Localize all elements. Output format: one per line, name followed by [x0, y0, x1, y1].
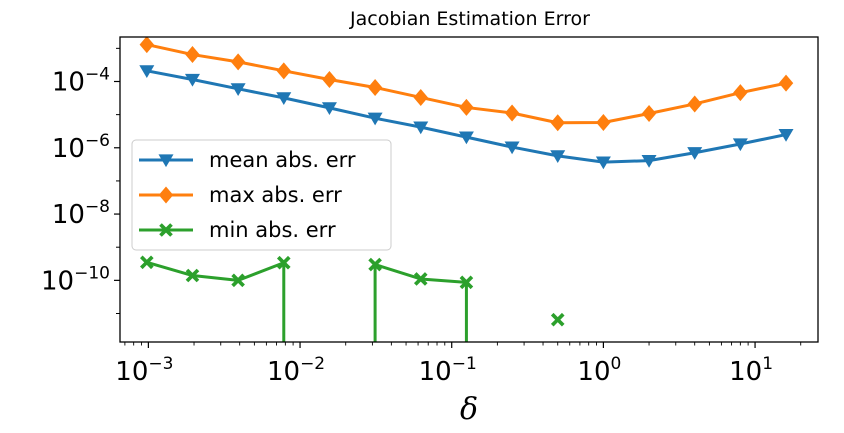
data-point — [276, 92, 292, 106]
data-point — [641, 105, 657, 123]
plot-frame — [119, 36, 819, 343]
x-tick-label: 100 — [577, 354, 621, 387]
legend-entry: mean abs. err — [139, 148, 356, 172]
data-point — [550, 312, 565, 327]
y-axis: 10−10 10−8 10−6 10−4 — [41, 47, 120, 314]
data-point — [687, 147, 703, 160]
data-point — [231, 273, 245, 288]
legend-label: mean abs. err — [209, 148, 356, 172]
y-tick-label: 10−6 — [52, 131, 110, 164]
data-point — [367, 112, 383, 126]
data-point — [733, 84, 748, 102]
data-point — [367, 78, 383, 96]
data-point — [230, 83, 246, 96]
data-point — [459, 98, 474, 116]
data-point — [732, 138, 748, 152]
data-point — [185, 268, 200, 283]
legend-box — [131, 139, 392, 251]
data-point — [140, 255, 154, 270]
data-point — [504, 104, 520, 122]
data-point — [458, 131, 474, 145]
data-point — [321, 102, 337, 115]
data-point — [368, 257, 382, 272]
data-point — [595, 156, 611, 170]
series-2 — [140, 255, 565, 342]
data-point — [550, 114, 565, 132]
data-point — [778, 128, 794, 142]
legend-entry: max abs. err — [139, 183, 342, 207]
data-point — [596, 113, 611, 131]
legend: mean abs. err max abs. err min abs. err — [131, 139, 392, 251]
series-1 — [139, 37, 794, 132]
series-layer — [139, 37, 794, 342]
x-tick-label: 10−1 — [419, 354, 477, 387]
data-point — [276, 255, 291, 270]
y-tick-label: 10−8 — [52, 197, 110, 230]
series-0 — [139, 65, 794, 170]
data-point — [139, 37, 155, 54]
legend-marker — [158, 154, 174, 168]
legend-marker — [159, 223, 173, 237]
data-point — [139, 65, 155, 78]
x-tick-label: 10−2 — [267, 354, 325, 387]
y-tick-label: 10−10 — [41, 263, 110, 296]
data-point — [550, 150, 566, 163]
data-point — [276, 62, 292, 80]
legend-marker — [158, 186, 174, 204]
data-point — [459, 275, 474, 290]
data-point — [641, 154, 657, 168]
data-point — [322, 70, 337, 88]
chart-title: Jacobian Estimation Error — [349, 8, 590, 30]
data-point — [413, 272, 428, 286]
x-axis: 10−3 10−2 10−1 100 101 — [115, 342, 802, 387]
series-line — [146, 260, 285, 282]
data-point — [413, 121, 429, 135]
data-point — [230, 53, 246, 71]
data-point — [185, 46, 200, 64]
y-tick-label: 10−4 — [52, 64, 110, 97]
data-point — [413, 88, 428, 106]
data-point — [778, 74, 794, 92]
legend-entry: min abs. err — [139, 218, 336, 242]
data-point — [184, 73, 200, 87]
x-tick-label: 101 — [729, 354, 773, 387]
data-point — [687, 95, 702, 113]
x-axis-label: δ — [460, 392, 478, 427]
legend-label: min abs. err — [209, 218, 336, 242]
data-point — [504, 141, 520, 155]
legend-label: max abs. err — [209, 183, 342, 207]
x-tick-label: 10−3 — [115, 354, 173, 387]
